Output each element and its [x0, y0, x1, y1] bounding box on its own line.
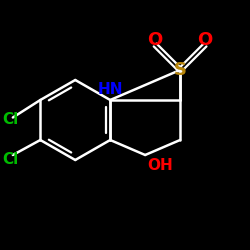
Text: OH: OH	[147, 158, 173, 172]
Text: O: O	[198, 31, 213, 49]
Text: Cl: Cl	[2, 152, 18, 168]
Text: S: S	[174, 61, 186, 79]
Text: Cl: Cl	[2, 112, 18, 128]
Text: HN: HN	[98, 82, 123, 98]
Text: O: O	[148, 31, 163, 49]
